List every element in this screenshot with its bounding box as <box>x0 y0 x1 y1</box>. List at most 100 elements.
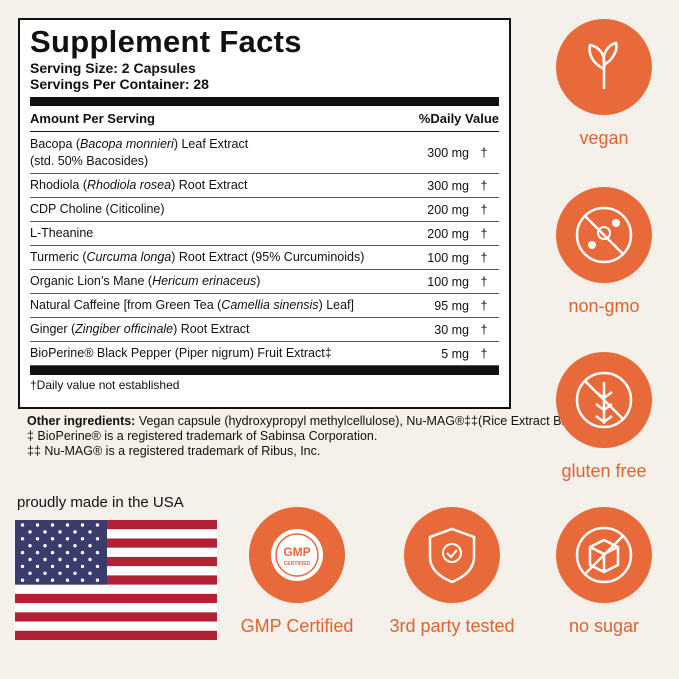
name-part: ) Root Extract <box>171 178 248 192</box>
facts-row: Rhodiola (Rhodiola rosea) Root Extract 30… <box>30 174 499 198</box>
ingredient-name: Bacopa (Bacopa monnieri) Leaf Extract (st… <box>30 136 399 170</box>
flag-star <box>20 537 25 541</box>
amount: 300 mg <box>427 145 469 160</box>
badge-icon <box>428 527 476 584</box>
flag-stripe <box>15 556 217 567</box>
badge-circle <box>404 507 500 603</box>
footnote: †Daily value not established <box>30 378 180 392</box>
badge-label: gluten free <box>561 461 647 481</box>
name-part: Bacopa monnieri <box>80 136 174 151</box>
daily-value: † <box>480 274 488 289</box>
badge-label: vegan <box>579 128 629 148</box>
name-line: BioPerine® Black Pepper (Piper nigrum) F… <box>30 345 399 362</box>
flag-canton <box>15 520 107 585</box>
daily-value: † <box>480 145 488 160</box>
badge-icon: GMP CERTIFIED <box>271 529 323 581</box>
facts-row: L-Theanine 200 mg † <box>30 222 499 246</box>
badge-label: GMP Certified <box>240 616 354 636</box>
flag-star <box>35 523 40 527</box>
flag-star <box>88 544 92 548</box>
name-line: CDP Choline (Citicoline) <box>30 201 399 218</box>
flag-star <box>88 571 92 575</box>
flag-star <box>43 544 47 548</box>
amount: 200 mg <box>427 226 469 241</box>
flag-star <box>88 530 92 534</box>
name-part: Natural Caffeine [from Green Tea ( <box>30 298 222 312</box>
flag-star <box>80 578 85 582</box>
ingredient-name: L-Theanine <box>30 225 399 242</box>
amount: 5 mg <box>441 346 469 361</box>
flag-star <box>35 564 40 569</box>
badge-label: no sugar <box>568 616 640 636</box>
flag-star <box>50 550 55 555</box>
badge-circle <box>556 352 652 448</box>
name-part: Rhodiola rosea <box>86 178 172 192</box>
name-part: Hericum erinaceus <box>152 274 257 288</box>
flag-stripe <box>15 566 217 576</box>
name-part: Rhodiola ( <box>30 178 87 192</box>
name-line: Natural Caffeine [from Green Tea (Camell… <box>30 297 399 314</box>
flag-star <box>65 537 70 541</box>
name-line: Ginger (Zingiber officinale) Root Extrac… <box>30 321 399 338</box>
flag-star <box>50 564 55 569</box>
ingredient-name: Natural Caffeine [from Green Tea (Camell… <box>30 297 399 314</box>
amount: 300 mg <box>427 178 469 193</box>
flag-caption: proudly made in the USA <box>17 494 184 511</box>
badge-circle: GMP CERTIFIED <box>249 507 345 603</box>
flag-star <box>95 578 100 582</box>
flag-star <box>20 550 25 555</box>
flag-star <box>65 550 70 555</box>
badge-icon <box>575 526 633 584</box>
flag-stripe <box>15 547 217 558</box>
flag-stripe <box>15 538 217 548</box>
badge-circle <box>556 19 652 115</box>
facts-row: Ginger (Zingiber officinale) Root Extrac… <box>30 318 499 342</box>
table-header: Amount Per Serving %Daily Value <box>30 106 499 132</box>
flag-star <box>80 550 85 555</box>
facts-row: Organic Lion’s Mane (Hericum erinaceus) 1… <box>30 270 499 294</box>
thick-rule <box>30 366 499 375</box>
name-part: Organic Lion’s Mane ( <box>30 274 153 288</box>
ingredient-name: Organic Lion’s Mane (Hericum erinaceus) <box>30 273 399 290</box>
daily-value: † <box>480 226 488 241</box>
name-part: ) Root Extract (95% Curcuminoids) <box>171 250 365 264</box>
flag-star <box>43 530 47 534</box>
flag-star <box>28 557 32 562</box>
trademark-note: ‡‡ Nu-MAG® is a registered trademark of … <box>27 444 321 458</box>
facts-row: Turmeric (Curcuma longa) Root Extract (9… <box>30 246 499 270</box>
amount: 200 mg <box>427 202 469 217</box>
name-sub: (std. 50% Bacosides) <box>30 153 149 168</box>
flag-stripe <box>15 520 217 530</box>
flag-star <box>80 537 85 541</box>
flag-star <box>58 530 62 534</box>
name-part: Curcuma longa <box>86 250 172 264</box>
flag-star <box>95 564 100 569</box>
supplement-facts-panel: Supplement Facts Serving Size: 2 Capsule… <box>18 18 511 409</box>
name-part: CDP Choline (Citicoline) <box>30 202 165 216</box>
ingredient-name: Rhodiola (Rhodiola rosea) Root Extract <box>30 177 399 194</box>
name-line: Rhodiola (Rhodiola rosea) Root Extract <box>30 177 399 194</box>
name-part: L-Theanine <box>30 226 94 240</box>
flag-star <box>65 523 70 527</box>
badge-circle <box>556 187 652 283</box>
flag-star <box>35 578 40 582</box>
flag-star <box>73 557 77 562</box>
flag-star <box>58 571 62 575</box>
flag-stripe <box>15 603 217 613</box>
name-line: Organic Lion’s Mane (Hericum erinaceus) <box>30 273 399 290</box>
name-part: Ginger ( <box>30 322 76 336</box>
usa-flag <box>15 520 217 640</box>
flag-stripe <box>15 593 217 604</box>
name-part: Bacopa ( <box>30 136 81 151</box>
ingredient-name: CDP Choline (Citicoline) <box>30 201 399 218</box>
badge-icon <box>588 41 618 89</box>
name-line: L-Theanine <box>30 225 399 242</box>
badge-icon-text: CERTIFIED <box>284 561 311 567</box>
daily-value: † <box>480 298 488 313</box>
facts-row: Bacopa (Bacopa monnieri) Leaf Extract (st… <box>30 132 499 174</box>
servings-per-container: Servings Per Container: 28 <box>30 76 209 92</box>
flag-star <box>28 544 32 548</box>
facts-row: CDP Choline (Citicoline) 200 mg † <box>30 198 499 222</box>
thick-rule <box>30 97 499 106</box>
badge-icon-text: GMP <box>283 545 310 559</box>
